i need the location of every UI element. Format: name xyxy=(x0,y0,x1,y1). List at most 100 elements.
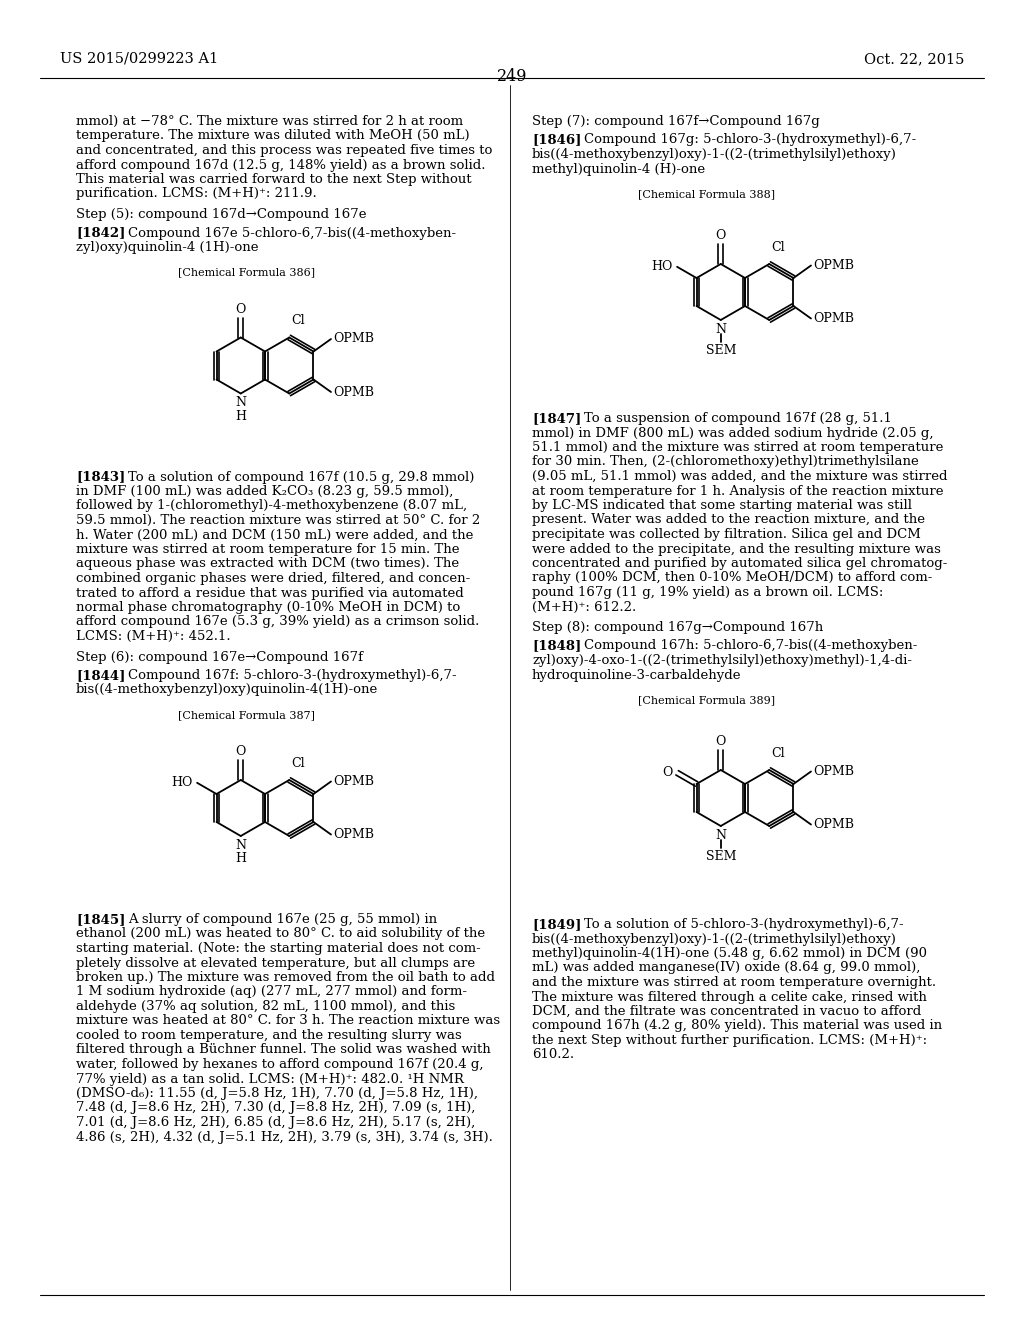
Text: mixture was heated at 80° C. for 3 h. The reaction mixture was: mixture was heated at 80° C. for 3 h. Th… xyxy=(76,1015,500,1027)
Text: for 30 min. Then, (2-(chloromethoxy)ethyl)trimethylsilane: for 30 min. Then, (2-(chloromethoxy)ethy… xyxy=(532,455,919,469)
Text: Cl: Cl xyxy=(771,747,784,760)
Text: raphy (100% DCM, then 0-10% MeOH/DCM) to afford com-: raphy (100% DCM, then 0-10% MeOH/DCM) to… xyxy=(532,572,933,585)
Text: mixture was stirred at room temperature for 15 min. The: mixture was stirred at room temperature … xyxy=(76,543,460,556)
Text: DCM, and the filtrate was concentrated in vacuo to afford: DCM, and the filtrate was concentrated i… xyxy=(532,1005,922,1018)
Text: OPMB: OPMB xyxy=(333,385,374,399)
Text: LCMS: (M+H)⁺: 452.1.: LCMS: (M+H)⁺: 452.1. xyxy=(76,630,230,643)
Text: at room temperature for 1 h. Analysis of the reaction mixture: at room temperature for 1 h. Analysis of… xyxy=(532,484,943,498)
Text: methyl)quinolin-4 (H)-one: methyl)quinolin-4 (H)-one xyxy=(532,162,706,176)
Text: 1 M sodium hydroxide (aq) (277 mL, 277 mmol) and form-: 1 M sodium hydroxide (aq) (277 mL, 277 m… xyxy=(76,986,467,998)
Text: O: O xyxy=(716,735,726,748)
Text: Compound 167g: 5-chloro-3-(hydroxymethyl)-6,7-: Compound 167g: 5-chloro-3-(hydroxymethyl… xyxy=(584,133,916,147)
Text: trated to afford a residue that was purified via automated: trated to afford a residue that was puri… xyxy=(76,586,464,599)
Text: starting material. (Note: the starting material does not com-: starting material. (Note: the starting m… xyxy=(76,942,480,954)
Text: Cl: Cl xyxy=(291,756,305,770)
Text: (9.05 mL, 51.1 mmol) was added, and the mixture was stirred: (9.05 mL, 51.1 mmol) was added, and the … xyxy=(532,470,947,483)
Text: bis((4-methoxybenzyl)oxy)-1-((2-(trimethylsilyl)ethoxy): bis((4-methoxybenzyl)oxy)-1-((2-(trimeth… xyxy=(532,148,897,161)
Text: by LC-MS indicated that some starting material was still: by LC-MS indicated that some starting ma… xyxy=(532,499,912,512)
Text: [Chemical Formula 388]: [Chemical Formula 388] xyxy=(638,189,775,199)
Text: precipitate was collected by filtration. Silica gel and DCM: precipitate was collected by filtration.… xyxy=(532,528,921,541)
Text: [Chemical Formula 386]: [Chemical Formula 386] xyxy=(178,268,315,277)
Text: N: N xyxy=(715,829,726,842)
Text: Compound 167h: 5-chloro-6,7-bis((4-methoxyben-: Compound 167h: 5-chloro-6,7-bis((4-metho… xyxy=(584,639,918,652)
Text: [1848]: [1848] xyxy=(532,639,582,652)
Text: OPMB: OPMB xyxy=(813,766,854,777)
Text: H: H xyxy=(236,409,246,422)
Text: O: O xyxy=(236,302,246,315)
Text: [1845]: [1845] xyxy=(76,913,125,927)
Text: afford compound 167e (5.3 g, 39% yield) as a crimson solid.: afford compound 167e (5.3 g, 39% yield) … xyxy=(76,615,479,628)
Text: compound 167h (4.2 g, 80% yield). This material was used in: compound 167h (4.2 g, 80% yield). This m… xyxy=(532,1019,942,1032)
Text: pletely dissolve at elevated temperature, but all clumps are: pletely dissolve at elevated temperature… xyxy=(76,957,475,969)
Text: 59.5 mmol). The reaction mixture was stirred at 50° C. for 2: 59.5 mmol). The reaction mixture was sti… xyxy=(76,513,480,527)
Text: and the mixture was stirred at room temperature overnight.: and the mixture was stirred at room temp… xyxy=(532,975,936,989)
Text: 7.48 (d, J=8.6 Hz, 2H), 7.30 (d, J=8.8 Hz, 2H), 7.09 (s, 1H),: 7.48 (d, J=8.6 Hz, 2H), 7.30 (d, J=8.8 H… xyxy=(76,1101,475,1114)
Text: 77% yield) as a tan solid. LCMS: (M+H)⁺: 482.0. ¹H NMR: 77% yield) as a tan solid. LCMS: (M+H)⁺:… xyxy=(76,1072,464,1085)
Text: zyl)oxy)quinolin-4 (1H)-one: zyl)oxy)quinolin-4 (1H)-one xyxy=(76,242,258,253)
Text: ethanol (200 mL) was heated to 80° C. to aid solubility of the: ethanol (200 mL) was heated to 80° C. to… xyxy=(76,928,485,940)
Text: temperature. The mixture was diluted with MeOH (50 mL): temperature. The mixture was diluted wit… xyxy=(76,129,470,143)
Text: in DMF (100 mL) was added K₂CO₃ (8.23 g, 59.5 mmol),: in DMF (100 mL) was added K₂CO₃ (8.23 g,… xyxy=(76,484,454,498)
Text: To a suspension of compound 167f (28 g, 51.1: To a suspension of compound 167f (28 g, … xyxy=(584,412,892,425)
Text: 610.2.: 610.2. xyxy=(532,1048,574,1061)
Text: N: N xyxy=(715,323,726,337)
Text: followed by 1-(chloromethyl)-4-methoxybenzene (8.07 mL,: followed by 1-(chloromethyl)-4-methoxybe… xyxy=(76,499,467,512)
Text: [1843]: [1843] xyxy=(76,470,125,483)
Text: 51.1 mmol) and the mixture was stirred at room temperature: 51.1 mmol) and the mixture was stirred a… xyxy=(532,441,943,454)
Text: [1842]: [1842] xyxy=(76,227,125,239)
Text: concentrated and purified by automated silica gel chromatog-: concentrated and purified by automated s… xyxy=(532,557,947,570)
Text: the next Step without further purification. LCMS: (M+H)⁺:: the next Step without further purificati… xyxy=(532,1034,927,1047)
Text: were added to the precipitate, and the resulting mixture was: were added to the precipitate, and the r… xyxy=(532,543,941,556)
Text: water, followed by hexanes to afford compound 167f (20.4 g,: water, followed by hexanes to afford com… xyxy=(76,1059,483,1071)
Text: afford compound 167d (12.5 g, 148% yield) as a brown solid.: afford compound 167d (12.5 g, 148% yield… xyxy=(76,158,485,172)
Text: mmol) in DMF (800 mL) was added sodium hydride (2.05 g,: mmol) in DMF (800 mL) was added sodium h… xyxy=(532,426,934,440)
Text: This material was carried forward to the next Step without: This material was carried forward to the… xyxy=(76,173,472,186)
Text: and concentrated, and this process was repeated five times to: and concentrated, and this process was r… xyxy=(76,144,493,157)
Text: Step (5): compound 167d→Compound 167e: Step (5): compound 167d→Compound 167e xyxy=(76,209,367,220)
Text: Step (7): compound 167f→Compound 167g: Step (7): compound 167f→Compound 167g xyxy=(532,115,820,128)
Text: HO: HO xyxy=(172,776,194,789)
Text: bis((4-methoxybenzyl)oxy)quinolin-4(1H)-one: bis((4-methoxybenzyl)oxy)quinolin-4(1H)-… xyxy=(76,684,378,697)
Text: O: O xyxy=(716,230,726,243)
Text: (M+H)⁺: 612.2.: (M+H)⁺: 612.2. xyxy=(532,601,636,614)
Text: zyl)oxy)-4-oxo-1-((2-(trimethylsilyl)ethoxy)methyl)-1,4-di-: zyl)oxy)-4-oxo-1-((2-(trimethylsilyl)eth… xyxy=(532,653,912,667)
Text: hydroquinoline-3-carbaldehyde: hydroquinoline-3-carbaldehyde xyxy=(532,668,741,681)
Text: Compound 167f: 5-chloro-3-(hydroxymethyl)-6,7-: Compound 167f: 5-chloro-3-(hydroxymethyl… xyxy=(128,669,457,682)
Text: pound 167g (11 g, 19% yield) as a brown oil. LCMS:: pound 167g (11 g, 19% yield) as a brown … xyxy=(532,586,884,599)
Text: HO: HO xyxy=(651,260,673,273)
Text: broken up.) The mixture was removed from the oil bath to add: broken up.) The mixture was removed from… xyxy=(76,972,495,983)
Text: Step (8): compound 167g→Compound 167h: Step (8): compound 167g→Compound 167h xyxy=(532,620,823,634)
Text: To a solution of 5-chloro-3-(hydroxymethyl)-6,7-: To a solution of 5-chloro-3-(hydroxymeth… xyxy=(584,917,903,931)
Text: The mixture was filtered through a celite cake, rinsed with: The mixture was filtered through a celit… xyxy=(532,990,927,1003)
Text: Oct. 22, 2015: Oct. 22, 2015 xyxy=(863,51,964,66)
Text: [Chemical Formula 387]: [Chemical Formula 387] xyxy=(178,710,315,719)
Text: [Chemical Formula 389]: [Chemical Formula 389] xyxy=(638,696,775,705)
Text: H: H xyxy=(236,851,246,865)
Text: 249: 249 xyxy=(497,69,527,84)
Text: cooled to room temperature, and the resulting slurry was: cooled to room temperature, and the resu… xyxy=(76,1030,462,1041)
Text: [1846]: [1846] xyxy=(532,133,582,147)
Text: (DMSO-d₆): 11.55 (d, J=5.8 Hz, 1H), 7.70 (d, J=5.8 Hz, 1H),: (DMSO-d₆): 11.55 (d, J=5.8 Hz, 1H), 7.70… xyxy=(76,1086,478,1100)
Text: Step (6): compound 167e→Compound 167f: Step (6): compound 167e→Compound 167f xyxy=(76,651,362,664)
Text: Cl: Cl xyxy=(291,314,305,327)
Text: Cl: Cl xyxy=(771,242,784,253)
Text: purification. LCMS: (M+H)⁺: 211.9.: purification. LCMS: (M+H)⁺: 211.9. xyxy=(76,187,316,201)
Text: normal phase chromatography (0-10% MeOH in DCM) to: normal phase chromatography (0-10% MeOH … xyxy=(76,601,460,614)
Text: O: O xyxy=(236,746,246,759)
Text: OPMB: OPMB xyxy=(333,775,374,788)
Text: bis((4-methoxybenzyl)oxy)-1-((2-(trimethylsilyl)ethoxy): bis((4-methoxybenzyl)oxy)-1-((2-(trimeth… xyxy=(532,932,897,945)
Text: aqueous phase was extracted with DCM (two times). The: aqueous phase was extracted with DCM (tw… xyxy=(76,557,459,570)
Text: US 2015/0299223 A1: US 2015/0299223 A1 xyxy=(60,51,218,66)
Text: N: N xyxy=(236,396,246,409)
Text: Compound 167e 5-chloro-6,7-bis((4-methoxyben-: Compound 167e 5-chloro-6,7-bis((4-methox… xyxy=(128,227,456,239)
Text: 7.01 (d, J=8.6 Hz, 2H), 6.85 (d, J=8.6 Hz, 2H), 5.17 (s, 2H),: 7.01 (d, J=8.6 Hz, 2H), 6.85 (d, J=8.6 H… xyxy=(76,1115,475,1129)
Text: O: O xyxy=(663,767,673,779)
Text: OPMB: OPMB xyxy=(813,259,854,272)
Text: 4.86 (s, 2H), 4.32 (d, J=5.1 Hz, 2H), 3.79 (s, 3H), 3.74 (s, 3H).: 4.86 (s, 2H), 4.32 (d, J=5.1 Hz, 2H), 3.… xyxy=(76,1130,493,1143)
Text: [1849]: [1849] xyxy=(532,917,582,931)
Text: [1847]: [1847] xyxy=(532,412,582,425)
Text: aldehyde (37% aq solution, 82 mL, 1100 mmol), and this: aldehyde (37% aq solution, 82 mL, 1100 m… xyxy=(76,1001,456,1012)
Text: filtered through a Büchner funnel. The solid was washed with: filtered through a Büchner funnel. The s… xyxy=(76,1044,490,1056)
Text: SEM: SEM xyxy=(706,850,736,863)
Text: mmol) at −78° C. The mixture was stirred for 2 h at room: mmol) at −78° C. The mixture was stirred… xyxy=(76,115,463,128)
